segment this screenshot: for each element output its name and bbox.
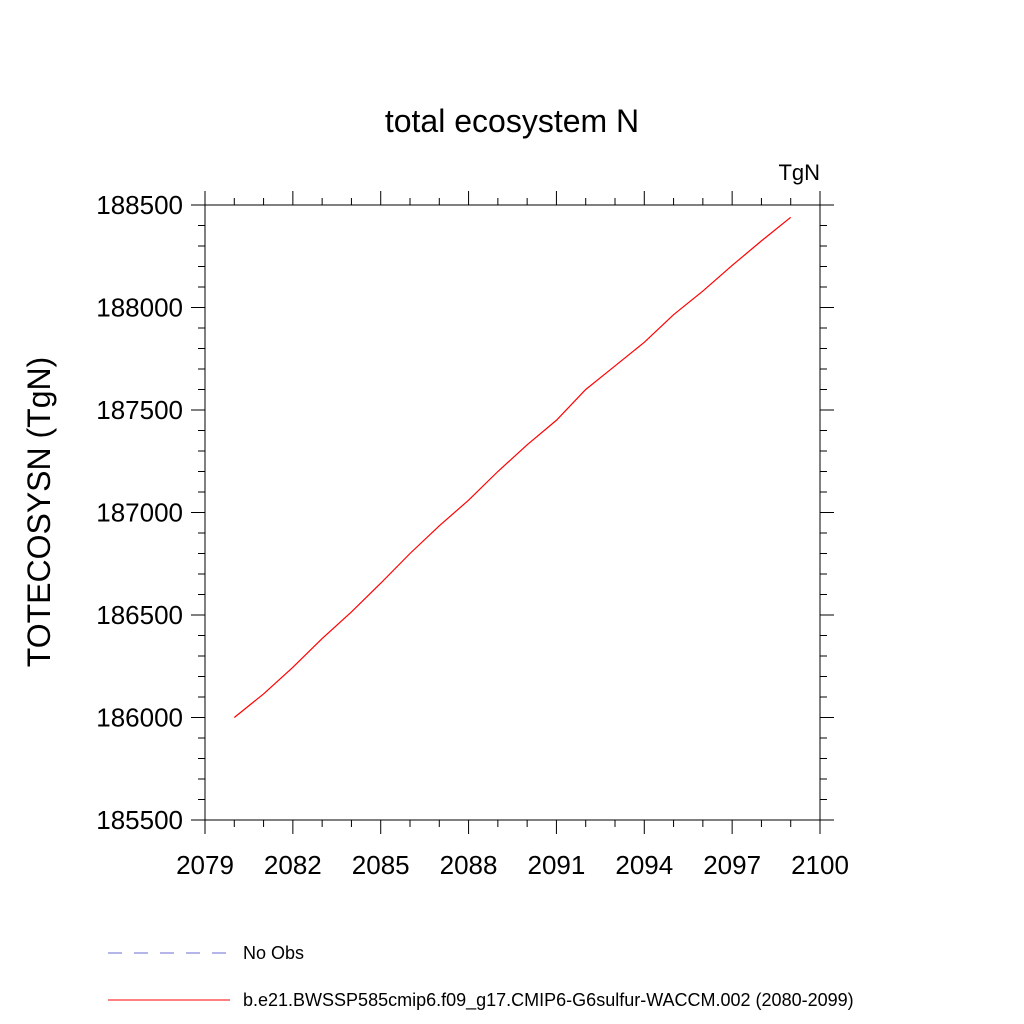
x-tick-label: 2082 — [264, 850, 322, 880]
axis-ticks: 2079 2082 2085 2088 2091 2094 2097 2100 185500 18… — [96, 190, 849, 880]
x-tick-label: 2097 — [703, 850, 761, 880]
plot-frame — [204, 204, 821, 821]
y-tick-label: 186000 — [96, 703, 183, 733]
series-line — [233, 216, 792, 718]
x-tick-label: 2088 — [440, 850, 498, 880]
y-tick-label: 187500 — [96, 395, 183, 425]
chart-title: total ecosystem N — [385, 103, 639, 139]
units-label: TgN — [778, 160, 820, 185]
x-tick-label: 2100 — [791, 850, 849, 880]
x-tick-label: 2091 — [528, 850, 586, 880]
y-axis-label: TOTECOSYSN (TgN) — [21, 357, 57, 668]
legend: No Obs b.e21.BWSSP585cmip6.f09_g17.CMIP6… — [108, 943, 854, 1011]
y-tick-label: 188000 — [96, 293, 183, 323]
x-tick-label: 2079 — [176, 850, 234, 880]
x-tick-label: 2094 — [615, 850, 673, 880]
y-tick-label: 188500 — [96, 190, 183, 220]
legend-label-model-run: b.e21.BWSSP585cmip6.f09_g17.CMIP6-G6sulf… — [243, 990, 854, 1011]
y-tick-label: 186500 — [96, 600, 183, 630]
y-tick-label: 185500 — [96, 805, 183, 835]
legend-label-no-obs: No Obs — [243, 943, 304, 963]
y-tick-label: 187000 — [96, 498, 183, 528]
x-tick-label: 2085 — [352, 850, 410, 880]
series-layer — [233, 216, 792, 718]
plot-area: 2079 2082 2085 2088 2091 2094 2097 2100 185500 18… — [96, 190, 849, 880]
